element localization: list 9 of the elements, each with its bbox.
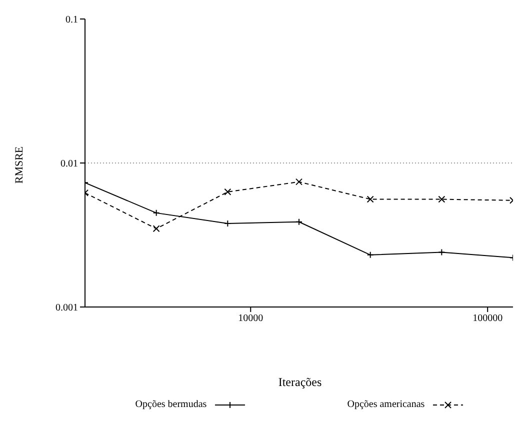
y-tick-label: 0.1 — [66, 14, 78, 26]
y-axis-title: RMSRE — [14, 146, 26, 184]
y-tick-label: 0.01 — [60, 158, 78, 170]
x-tick-label: 10000 — [238, 313, 264, 324]
x-tick-label: 100000 — [472, 313, 503, 324]
legend-label: Opções bermudas — [135, 399, 207, 410]
y-tick-label: 0.001 — [56, 302, 78, 314]
legend-label: Opções americanas — [347, 399, 425, 410]
x-axis-title: Iterações — [277, 375, 323, 390]
